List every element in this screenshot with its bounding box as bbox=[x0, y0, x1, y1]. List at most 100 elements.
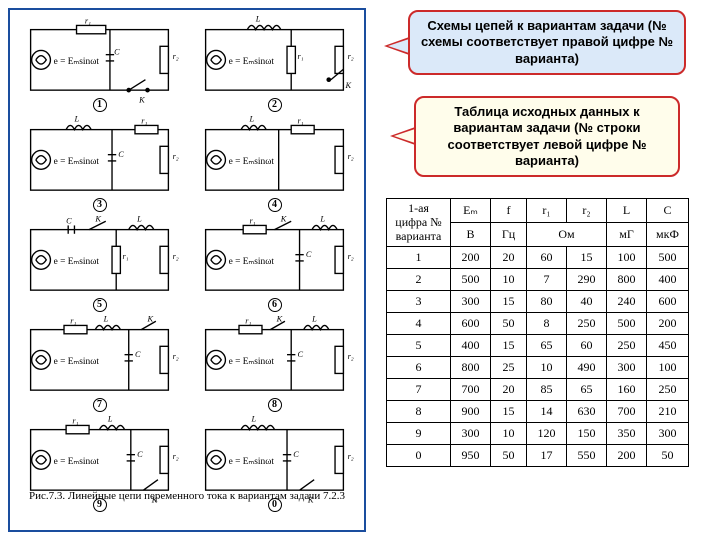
unit-mh: мГ bbox=[607, 223, 647, 247]
circuit-7: e = Eₘsinωt r₁ L C K r₂ 7 bbox=[16, 314, 183, 410]
col-em: Eₘ bbox=[451, 199, 491, 223]
table-cell: 800 bbox=[607, 269, 647, 291]
table-row: 2500107290800400 bbox=[387, 269, 689, 291]
table-row: 0950501755020050 bbox=[387, 445, 689, 467]
table-cell: 120 bbox=[527, 423, 567, 445]
svg-text:C: C bbox=[293, 450, 299, 459]
table-cell: 100 bbox=[647, 357, 689, 379]
circuit-number: 1 bbox=[93, 98, 107, 112]
table-cell: 10 bbox=[527, 357, 567, 379]
circuit-number: 6 bbox=[268, 298, 282, 312]
table-cell: 300 bbox=[451, 291, 491, 313]
table-cell: 500 bbox=[607, 313, 647, 335]
svg-text:r₁: r₁ bbox=[141, 116, 147, 125]
circuit-3: e = Eₘsinωt L C r₁ r₂ 3 bbox=[16, 114, 183, 210]
table-cell: 100 bbox=[607, 247, 647, 269]
table-cell: 50 bbox=[491, 313, 527, 335]
table-cell: 950 bbox=[451, 445, 491, 467]
circuit-4: e = Eₘsinωt L r₁ r₂ 4 bbox=[191, 114, 358, 210]
table-cell: 500 bbox=[451, 269, 491, 291]
svg-text:r₁: r₁ bbox=[85, 16, 91, 25]
svg-text:r₂: r₂ bbox=[348, 52, 354, 61]
table-cell: 8 bbox=[527, 313, 567, 335]
table-cell: 2 bbox=[387, 269, 451, 291]
svg-text:e = Eₘsinωt: e = Eₘsinωt bbox=[229, 157, 275, 167]
table-cell: 60 bbox=[527, 247, 567, 269]
table-cell: 240 bbox=[607, 291, 647, 313]
svg-text:r₁: r₁ bbox=[70, 316, 76, 325]
svg-text:C: C bbox=[66, 216, 72, 225]
table-body: 1200206015100500250010729080040033001580… bbox=[387, 247, 689, 467]
col-r2: r₂ bbox=[567, 199, 607, 223]
circuit-9: e = Eₘsinωt r₁ L C r₂ K 9 bbox=[16, 414, 183, 510]
table-cell: 17 bbox=[527, 445, 567, 467]
table-cell: 300 bbox=[607, 357, 647, 379]
circuit-1: e = Eₘsinωt r₁ C r₂ K 1 bbox=[16, 14, 183, 110]
circuit-number: 5 bbox=[93, 298, 107, 312]
svg-text:e = Eₘsinωt: e = Eₘsinωt bbox=[229, 457, 275, 467]
col-variant: 1-ая цифра № варианта bbox=[387, 199, 451, 247]
table-cell: 50 bbox=[491, 445, 527, 467]
circuit-number: 2 bbox=[268, 98, 282, 112]
svg-text:e = Eₘsinωt: e = Eₘsinωt bbox=[54, 157, 100, 167]
table-cell: 150 bbox=[567, 423, 607, 445]
svg-text:K: K bbox=[280, 214, 287, 223]
svg-text:L: L bbox=[107, 414, 113, 423]
table-cell: 65 bbox=[567, 379, 607, 401]
table-cell: 10 bbox=[491, 269, 527, 291]
variants-table: 1-ая цифра № варианта Eₘ f r₁ r₂ L C В Г… bbox=[386, 198, 689, 467]
svg-text:r₂: r₂ bbox=[173, 152, 179, 161]
table-cell: 290 bbox=[567, 269, 607, 291]
svg-text:K: K bbox=[138, 96, 145, 105]
unit-uf: мкФ bbox=[647, 223, 689, 247]
circuit-number: 9 bbox=[93, 498, 107, 512]
unit-hz: Гц bbox=[491, 223, 527, 247]
svg-text:K: K bbox=[94, 214, 101, 223]
table-cell: 200 bbox=[647, 313, 689, 335]
table-cell: 200 bbox=[607, 445, 647, 467]
table-cell: 14 bbox=[527, 401, 567, 423]
svg-text:K: K bbox=[276, 314, 283, 323]
table-row: 5400156560250450 bbox=[387, 335, 689, 357]
table-cell: 500 bbox=[647, 247, 689, 269]
table-cell: 6 bbox=[387, 357, 451, 379]
circuit-8: e = Eₘsinωt r₁ K C L r₂ 8 bbox=[191, 314, 358, 410]
circuit-6: e = Eₘsinωt r₁ K C L r₂ 6 bbox=[191, 214, 358, 310]
table-row: 7700208565160250 bbox=[387, 379, 689, 401]
svg-text:r₂: r₂ bbox=[348, 252, 354, 261]
table-cell: 200 bbox=[451, 247, 491, 269]
table-cell: 0 bbox=[387, 445, 451, 467]
table-cell: 7 bbox=[387, 379, 451, 401]
table-cell: 7 bbox=[527, 269, 567, 291]
svg-text:L: L bbox=[136, 214, 142, 223]
table-row: 3300158040240600 bbox=[387, 291, 689, 313]
table-cell: 550 bbox=[567, 445, 607, 467]
table-cell: 20 bbox=[491, 247, 527, 269]
table-cell: 5 bbox=[387, 335, 451, 357]
col-r1: r₁ bbox=[527, 199, 567, 223]
table-row: 930010120150350300 bbox=[387, 423, 689, 445]
callout-table: Таблица исходных данных к вариантам зада… bbox=[414, 96, 680, 177]
svg-text:C: C bbox=[114, 48, 120, 57]
svg-text:r₂: r₂ bbox=[348, 152, 354, 161]
svg-text:e = Eₘsinωt: e = Eₘsinωt bbox=[229, 357, 275, 367]
table-cell: 400 bbox=[647, 269, 689, 291]
table-cell: 600 bbox=[647, 291, 689, 313]
circuit-0: e = Eₘsinωt L C r₂ K 0 bbox=[191, 414, 358, 510]
svg-text:r₁: r₁ bbox=[122, 252, 128, 261]
table-row: 4600508250500200 bbox=[387, 313, 689, 335]
svg-text:K: K bbox=[307, 495, 314, 504]
table-cell: 300 bbox=[647, 423, 689, 445]
table-cell: 15 bbox=[491, 335, 527, 357]
table-cell: 65 bbox=[527, 335, 567, 357]
col-f: f bbox=[491, 199, 527, 223]
table-cell: 80 bbox=[527, 291, 567, 313]
table-cell: 350 bbox=[607, 423, 647, 445]
table-cell: 630 bbox=[567, 401, 607, 423]
svg-text:r₂: r₂ bbox=[173, 52, 179, 61]
table-cell: 700 bbox=[607, 401, 647, 423]
unit-ohm: Ом bbox=[527, 223, 607, 247]
svg-text:r₁: r₁ bbox=[249, 216, 255, 225]
circuit-number: 7 bbox=[93, 398, 107, 412]
table-cell: 20 bbox=[491, 379, 527, 401]
